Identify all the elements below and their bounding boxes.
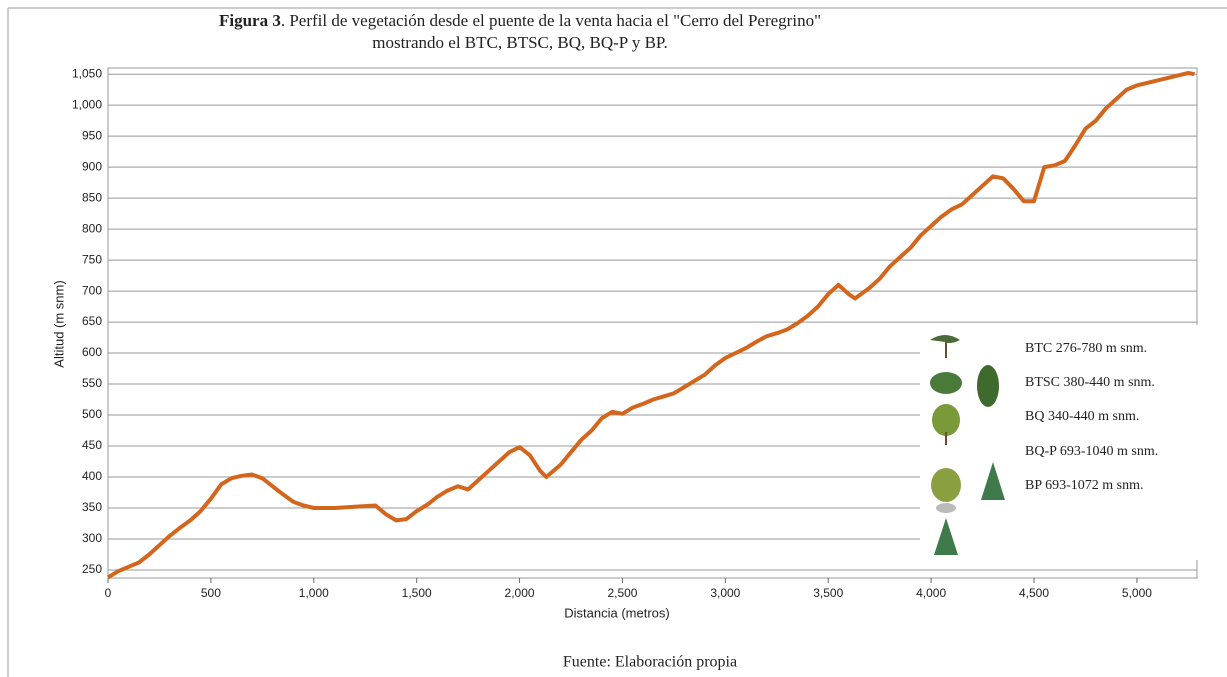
- legend-label: BTSC 380-440 m snm.: [1025, 375, 1155, 390]
- legend-label: BQ 340-440 m snm.: [1025, 409, 1139, 424]
- source: Fuente: Elaboración propia: [563, 654, 737, 671]
- y-tick-label: 400: [82, 469, 102, 483]
- legend-icon-bp: [934, 462, 1005, 555]
- y-tick-label: 800: [82, 221, 102, 235]
- x-tick-label: 2,000: [505, 586, 535, 600]
- x-tick-label: 3,000: [710, 586, 740, 600]
- x-tick-label: 3,500: [813, 586, 843, 600]
- y-tick-label: 450: [82, 438, 102, 452]
- y-tick-label: 350: [82, 500, 102, 514]
- y-tick-label: 300: [82, 531, 102, 545]
- y-tick-label: 650: [82, 314, 102, 328]
- chart-title: Figura 3. Perfil de vegetación desde el …: [219, 11, 821, 30]
- x-tick-label: 1,000: [299, 586, 329, 600]
- y-tick-label: 950: [82, 128, 102, 142]
- x-tick-label: 5,000: [1122, 586, 1152, 600]
- plot-area: [107, 67, 1198, 579]
- x-tick-label: 4,500: [1019, 586, 1049, 600]
- legend-icon-btsc: [930, 365, 999, 407]
- title-bold: Figura 3: [219, 11, 281, 30]
- y-tick-label: 500: [82, 407, 102, 421]
- legend-label: BTC 276-780 m snm.: [1025, 341, 1147, 356]
- y-tick-label: 750: [82, 252, 102, 266]
- y-tick-label: 850: [82, 190, 102, 204]
- legend-icon-btc: [930, 335, 960, 358]
- y-tick-label: 900: [82, 159, 102, 173]
- x-tick-label: 500: [201, 586, 221, 600]
- y-tick-label: 600: [82, 345, 102, 359]
- y-tick-label: 1,050: [72, 66, 102, 80]
- x-tick-label: 2,500: [607, 586, 637, 600]
- legend-label: BP 693-1072 m snm.: [1025, 478, 1144, 493]
- x-tick-label: 0: [105, 586, 112, 600]
- title-rest: . Perfil de vegetación desde el puente d…: [281, 11, 821, 30]
- subtitle: mostrando el BTC, BTSC, BQ, BQ-P y BP.: [372, 33, 668, 52]
- profile-line: [106, 71, 1195, 580]
- legend: BTC 276-780 m snm. BTSC 380-440 m snm. BQ …: [920, 325, 1200, 560]
- legend-box: [920, 325, 1200, 560]
- y-tick-label: 550: [82, 376, 102, 390]
- y-tick-label: 1,000: [72, 97, 102, 111]
- y-tick-label: 250: [82, 562, 102, 576]
- legend-icon-bq: [932, 404, 960, 445]
- x-axis-label: Distancia (metros): [564, 605, 669, 620]
- y-tick-label: 700: [82, 283, 102, 297]
- y-axis-label: Altitud (m snm): [51, 280, 66, 367]
- x-tick-label: 4,000: [916, 586, 946, 600]
- x-tick-label: 1,500: [402, 586, 432, 600]
- legend-icon-bqp: [931, 468, 961, 513]
- legend-label: BQ-P 693-1040 m snm.: [1025, 444, 1158, 459]
